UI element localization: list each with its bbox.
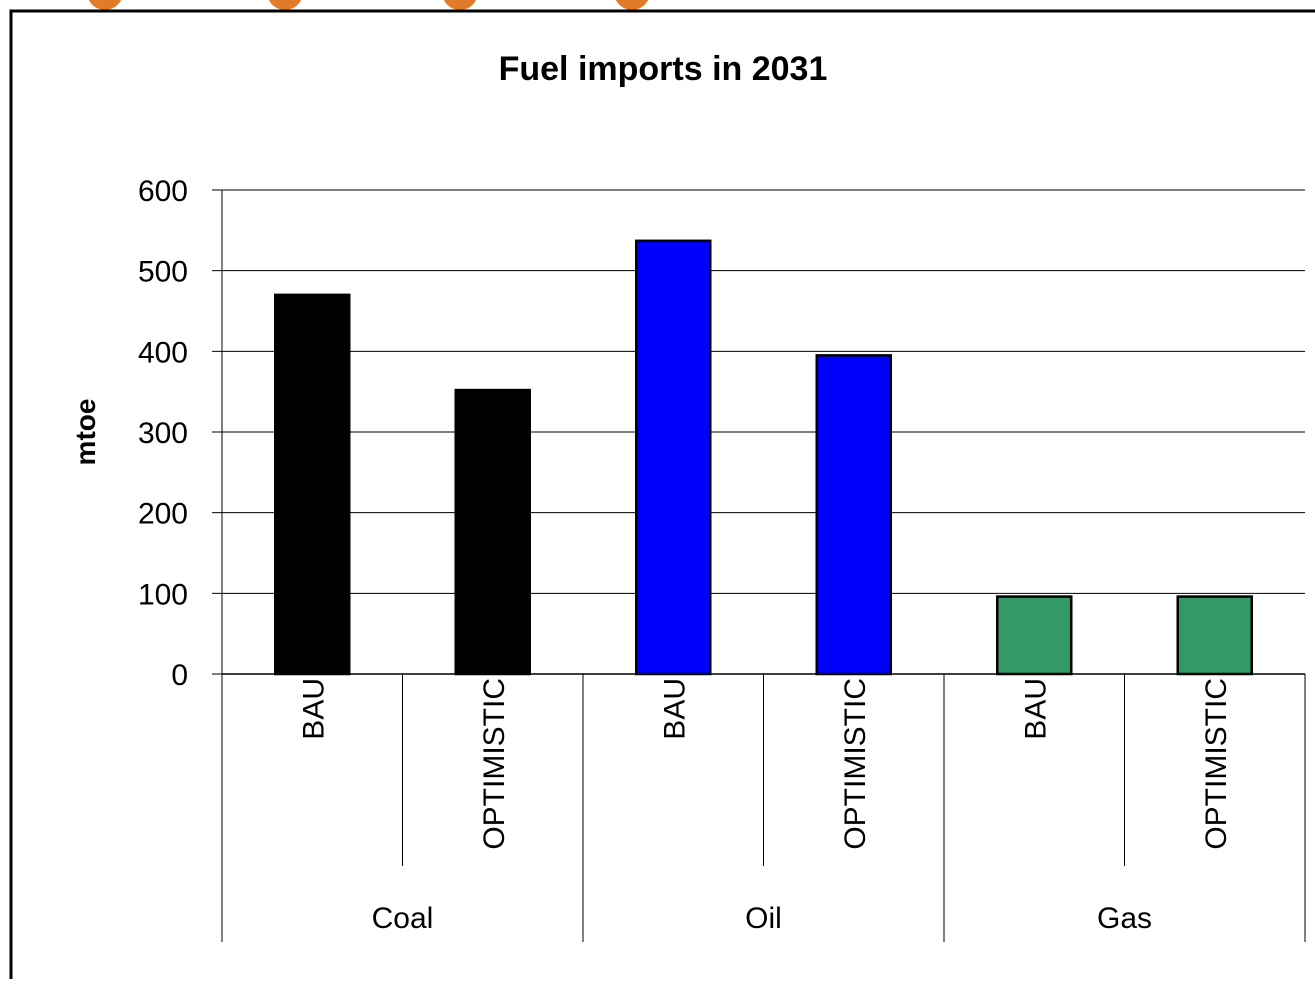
x-tick-label-oil-bau: BAU (658, 678, 691, 740)
x-tick-label-coal-optimistic: OPTIMISTIC (478, 678, 511, 850)
bar-coal-bau (274, 293, 351, 676)
y-tick-label-0: 0 (171, 659, 188, 692)
x-tick-label-gas-bau: BAU (1019, 678, 1052, 740)
y-axis-label: mtoe (70, 399, 101, 466)
decor-dot-3 (615, 0, 649, 10)
group-label-coal: Coal (372, 902, 434, 935)
bar-gas-bau (996, 595, 1073, 676)
x-axis: BAU OPTIMISTIC BAU OPTIMISTIC BAU OPTIMISTIC C… (221, 190, 1306, 942)
decor-dot-0 (88, 0, 122, 10)
y-tick-label-600: 600 (138, 175, 188, 208)
group-label-oil: Oil (745, 902, 782, 935)
y-axis-ticks: 0 100 200 300 400 500 600 (138, 175, 222, 692)
x-tick-label-coal-bau: BAU (297, 678, 330, 740)
decorative-dots (88, 0, 649, 10)
decor-dot-2 (443, 0, 477, 10)
decor-dot-1 (268, 0, 302, 10)
bar-coal-optimistic (454, 388, 531, 676)
x-tick-label-oil-optimistic: OPTIMISTIC (839, 678, 872, 850)
x-tick-label-gas-optimistic: OPTIMISTIC (1200, 678, 1233, 850)
y-tick-label-400: 400 (138, 336, 188, 369)
y-tick-label-200: 200 (138, 498, 188, 531)
group-label-gas: Gas (1097, 902, 1152, 935)
bar-oil-optimistic (815, 354, 892, 676)
bars (274, 239, 1253, 676)
bar-gas-optimistic (1176, 595, 1253, 676)
y-tick-label-500: 500 (138, 256, 188, 289)
chart-title: Fuel imports in 2031 (499, 50, 828, 88)
y-tick-label-100: 100 (138, 578, 188, 611)
gridlines (222, 189, 1305, 594)
bar-oil-bau (635, 239, 712, 676)
y-tick-label-300: 300 (138, 417, 188, 450)
